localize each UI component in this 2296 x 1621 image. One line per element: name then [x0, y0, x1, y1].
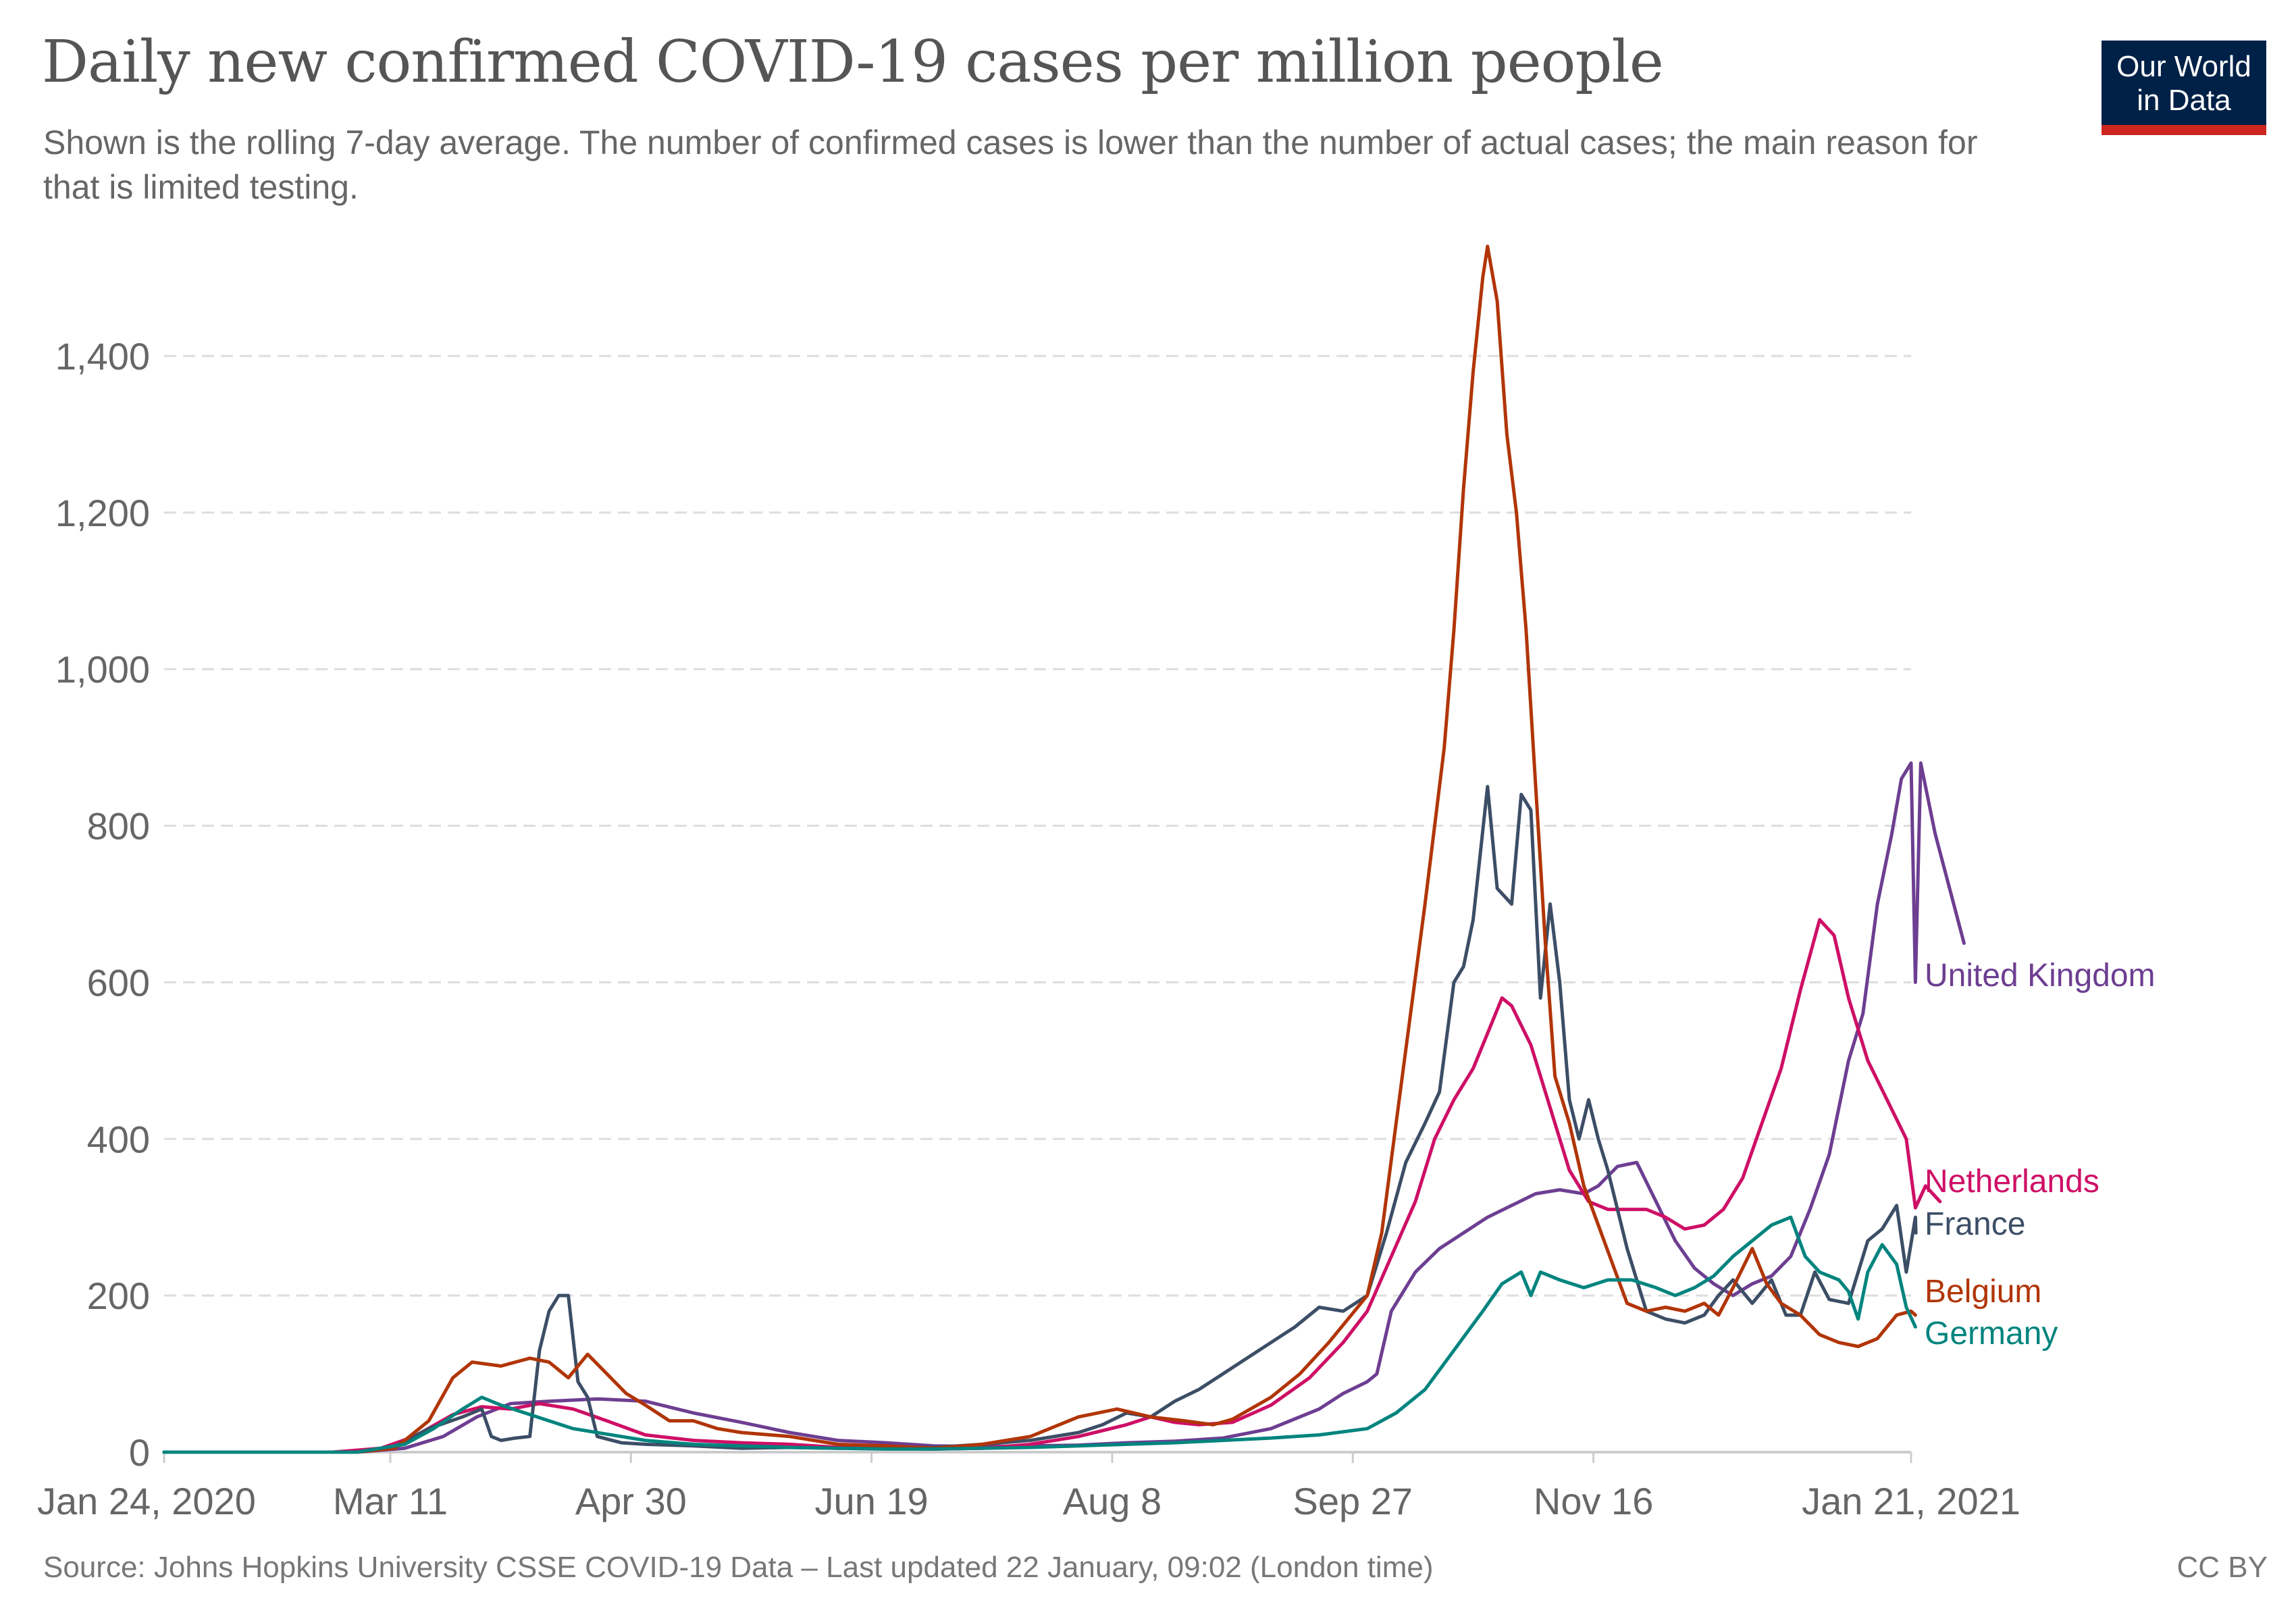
- x-tick-label: Aug 8: [1063, 1480, 1162, 1522]
- y-axis: 0 200 400 600 800 1,000 1,200 1,400: [55, 335, 150, 1474]
- chart-subtitle: Shown is the rolling 7-day average. The …: [43, 124, 1978, 206]
- series-label-france[interactable]: France: [1925, 1206, 2025, 1242]
- series-line-germany[interactable]: [162, 1215, 1917, 1454]
- source-note: Source: Johns Hopkins University CSSE CO…: [43, 1551, 1434, 1584]
- y-tick-label: 600: [87, 961, 150, 1004]
- series-label-belgium[interactable]: Belgium: [1925, 1274, 2041, 1310]
- series-line-united-kingdom[interactable]: [162, 761, 1966, 1454]
- series-line-belgium[interactable]: [162, 245, 1917, 1454]
- x-tick-label: Apr 30: [575, 1480, 687, 1522]
- series-label-united-kingdom[interactable]: United Kingdom: [1925, 958, 2156, 994]
- series-labels: United Kingdom Netherlands France Belgium Ge…: [1925, 958, 2156, 1352]
- x-tick-label: Jan 24, 2020: [37, 1480, 256, 1522]
- series-line-france[interactable]: [162, 785, 1918, 1454]
- series-line-netherlands[interactable]: [162, 918, 1942, 1454]
- x-tick-label: Sep 27: [1293, 1480, 1413, 1522]
- logo-line-1: Our World: [2116, 50, 2251, 83]
- series-lines: [162, 245, 1966, 1454]
- logo-line-2: in Data: [2137, 84, 2231, 117]
- y-tick-label: 200: [87, 1275, 150, 1317]
- y-tick-label: 1,000: [55, 648, 150, 691]
- gridlines: [164, 355, 1911, 1297]
- license-link[interactable]: CC BY: [2176, 1551, 2268, 1584]
- y-tick-label: 800: [87, 805, 150, 848]
- x-tick-label: Mar 11: [333, 1480, 448, 1522]
- x-tick-label: Jan 21, 2021: [1802, 1480, 2020, 1522]
- series-label-netherlands[interactable]: Netherlands: [1925, 1164, 2099, 1200]
- series-label-germany[interactable]: Germany: [1925, 1316, 2058, 1352]
- x-axis: Jan 24, 2020 Mar 11 Apr 30 Jun 19 Aug 8 Sep 2…: [37, 1451, 2020, 1522]
- y-tick-label: 400: [87, 1118, 150, 1160]
- y-tick-label: 1,200: [55, 492, 150, 534]
- logo-text: Our World in Data: [2102, 50, 2266, 118]
- chart-title: Daily new confirmed COVID-19 cases per m…: [42, 28, 1664, 96]
- x-tick-label: Nov 16: [1534, 1480, 1653, 1522]
- y-tick-label: 1,400: [55, 335, 150, 378]
- logo-accent-bar: [2102, 125, 2266, 135]
- x-tick-label: Jun 19: [815, 1480, 929, 1522]
- owid-logo[interactable]: Our World in Data: [2102, 41, 2266, 135]
- y-tick-label: 0: [129, 1431, 150, 1474]
